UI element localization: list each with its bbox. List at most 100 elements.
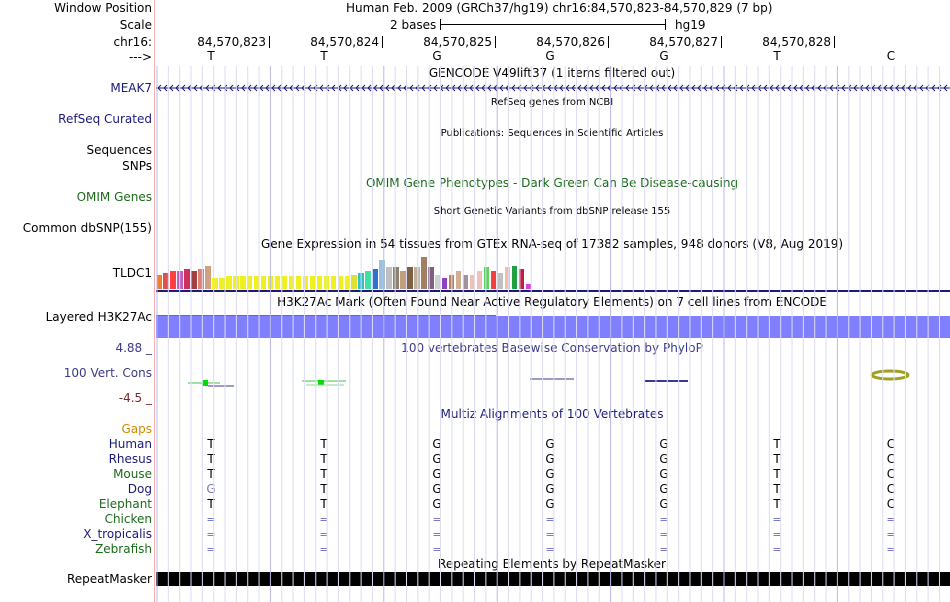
gtex-tissue-bar[interactable] [240, 276, 246, 289]
gtex-tissue-bar[interactable] [428, 267, 434, 289]
gtex-tissue-bar[interactable] [379, 260, 385, 289]
species-label-x_tropicalis[interactable]: X_tropicalis [83, 527, 152, 541]
strand-arrow [367, 84, 372, 92]
gtex-tissue-bar[interactable] [421, 256, 427, 289]
gtex-tissue-bar[interactable] [309, 276, 316, 289]
gtex-tissue-bar[interactable] [295, 276, 302, 289]
strand-arrow [631, 84, 636, 92]
gtex-tissue-bar[interactable] [170, 271, 176, 289]
species-label-dog[interactable]: Dog [127, 482, 152, 496]
gtex-tissue-bar[interactable] [205, 265, 211, 289]
gencode-gene-label[interactable]: MEAK7 [110, 81, 152, 95]
cons-track-title: 100 vertebrates Basewise Conservation by… [401, 341, 703, 355]
species-label-chicken[interactable]: Chicken [104, 512, 152, 526]
strand-arrow [787, 84, 792, 92]
ruler-base: T [320, 49, 328, 63]
gtex-tissue-bar[interactable] [365, 271, 371, 289]
strand-arrow [241, 84, 246, 92]
species-label-human[interactable]: Human [108, 437, 152, 451]
gtex-tissue-bar[interactable] [518, 269, 525, 289]
gtex-tissue-bar[interactable] [504, 267, 511, 289]
alignment-base: G [545, 437, 555, 451]
gtex-tissue-bar[interactable] [476, 271, 483, 289]
gtex-tissue-bar[interactable] [435, 274, 441, 289]
gtex-tissue-bar[interactable] [386, 267, 392, 289]
omim-label[interactable]: OMIM Genes [76, 190, 152, 204]
gtex-tissue-bar[interactable] [400, 271, 406, 289]
gtex-tissue-bar[interactable] [247, 276, 253, 289]
alignment-base: G [432, 482, 442, 496]
gtex-tissue-bar[interactable] [226, 276, 232, 289]
pubs-snps-label[interactable]: SNPs [122, 159, 152, 173]
gtex-tissue-bar[interactable] [490, 271, 497, 289]
gtex-tissue-bar[interactable] [156, 274, 162, 289]
species-label-zebrafish[interactable]: Zebrafish [95, 542, 152, 556]
alignment-base: = [772, 513, 782, 526]
gtex-tissue-bar[interactable] [219, 278, 225, 289]
gtex-tissue-bar[interactable] [163, 272, 169, 289]
ruler-position: 84,570,826 [536, 35, 605, 49]
species-label-elephant[interactable]: Elephant [98, 497, 152, 511]
gtex-tissue-bar[interactable] [511, 265, 518, 289]
strand-arrow [457, 84, 462, 92]
gtex-tissue-bar[interactable] [455, 271, 462, 289]
ruler-base: T [773, 49, 781, 63]
gtex-tissue-bar[interactable] [462, 274, 469, 289]
gtex-tissue-bar[interactable] [191, 271, 197, 289]
gtex-tissue-bar[interactable] [198, 269, 204, 289]
gtex-tissue-bar[interactable] [483, 267, 490, 289]
gtex-tissue-bar[interactable] [351, 274, 357, 289]
gtex-tissue-bar[interactable] [497, 272, 504, 289]
gtex-tissue-bar[interactable] [525, 283, 531, 289]
gtex-tissue-bar[interactable] [414, 267, 420, 289]
strand-arrow [277, 84, 282, 92]
gtex-tissue-bar[interactable] [316, 276, 323, 289]
gtex-tissue-bar[interactable] [288, 276, 295, 289]
gencode-gene-feature[interactable] [156, 82, 950, 94]
gtex-tissue-bar[interactable] [393, 267, 399, 289]
gtex-tissue-bar[interactable] [260, 276, 267, 289]
dbsnp-label[interactable]: Common dbSNP(155) [22, 221, 152, 235]
strand-arrow [469, 84, 474, 92]
pubs-sequences-label[interactable]: Sequences [86, 143, 152, 157]
gtex-tissue-bar[interactable] [441, 278, 448, 289]
strand-arrow [643, 84, 648, 92]
h3k27-label[interactable]: Layered H3K27Ac [45, 310, 152, 324]
refseq-label[interactable]: RefSeq Curated [58, 112, 152, 126]
strand-arrow [847, 84, 852, 92]
gtex-tissue-bar[interactable] [323, 276, 330, 289]
gtex-tissue-bar[interactable] [344, 276, 350, 289]
cons-label[interactable]: 100 Vert. Cons [63, 366, 152, 380]
strand-arrow [709, 84, 714, 92]
gtex-tissue-bar[interactable] [469, 274, 476, 289]
gtex-tissue-bar[interactable] [233, 276, 239, 289]
gtex-tissue-bar[interactable] [253, 276, 260, 289]
gtex-tissue-bar[interactable] [372, 269, 378, 289]
alignment-base: G [206, 482, 216, 496]
gtex-tissue-bar[interactable] [212, 278, 218, 289]
gtex-gene-label[interactable]: TLDC1 [112, 266, 152, 280]
gtex-tissue-bar[interactable] [302, 276, 309, 289]
strand-arrow [289, 84, 294, 92]
gtex-tissue-bar[interactable] [274, 276, 281, 289]
conservation-mark [202, 380, 208, 386]
gaps-label[interactable]: Gaps [121, 422, 152, 436]
gtex-tissue-bar[interactable] [407, 267, 413, 289]
species-label-rhesus[interactable]: Rhesus [108, 452, 152, 466]
species-label-mouse[interactable]: Mouse [113, 467, 152, 481]
ruler-position: 84,570,827 [649, 35, 718, 49]
alignment-base: G [659, 497, 669, 511]
alignment-base: = [886, 513, 896, 526]
gtex-tissue-bar[interactable] [337, 276, 343, 289]
alignment-base: = [659, 528, 669, 541]
gtex-tissue-bar[interactable] [330, 276, 337, 289]
strand-arrow [685, 84, 690, 92]
scale-value: 2 bases [390, 18, 437, 32]
gtex-tissue-bar[interactable] [281, 276, 288, 289]
gtex-tissue-bar[interactable] [184, 269, 190, 289]
strand-arrow [607, 84, 612, 92]
repeat-element[interactable] [156, 572, 950, 586]
strand-arrow [883, 84, 888, 92]
alignment-base: = [206, 513, 216, 526]
repeat-label[interactable]: RepeatMasker [66, 572, 152, 586]
